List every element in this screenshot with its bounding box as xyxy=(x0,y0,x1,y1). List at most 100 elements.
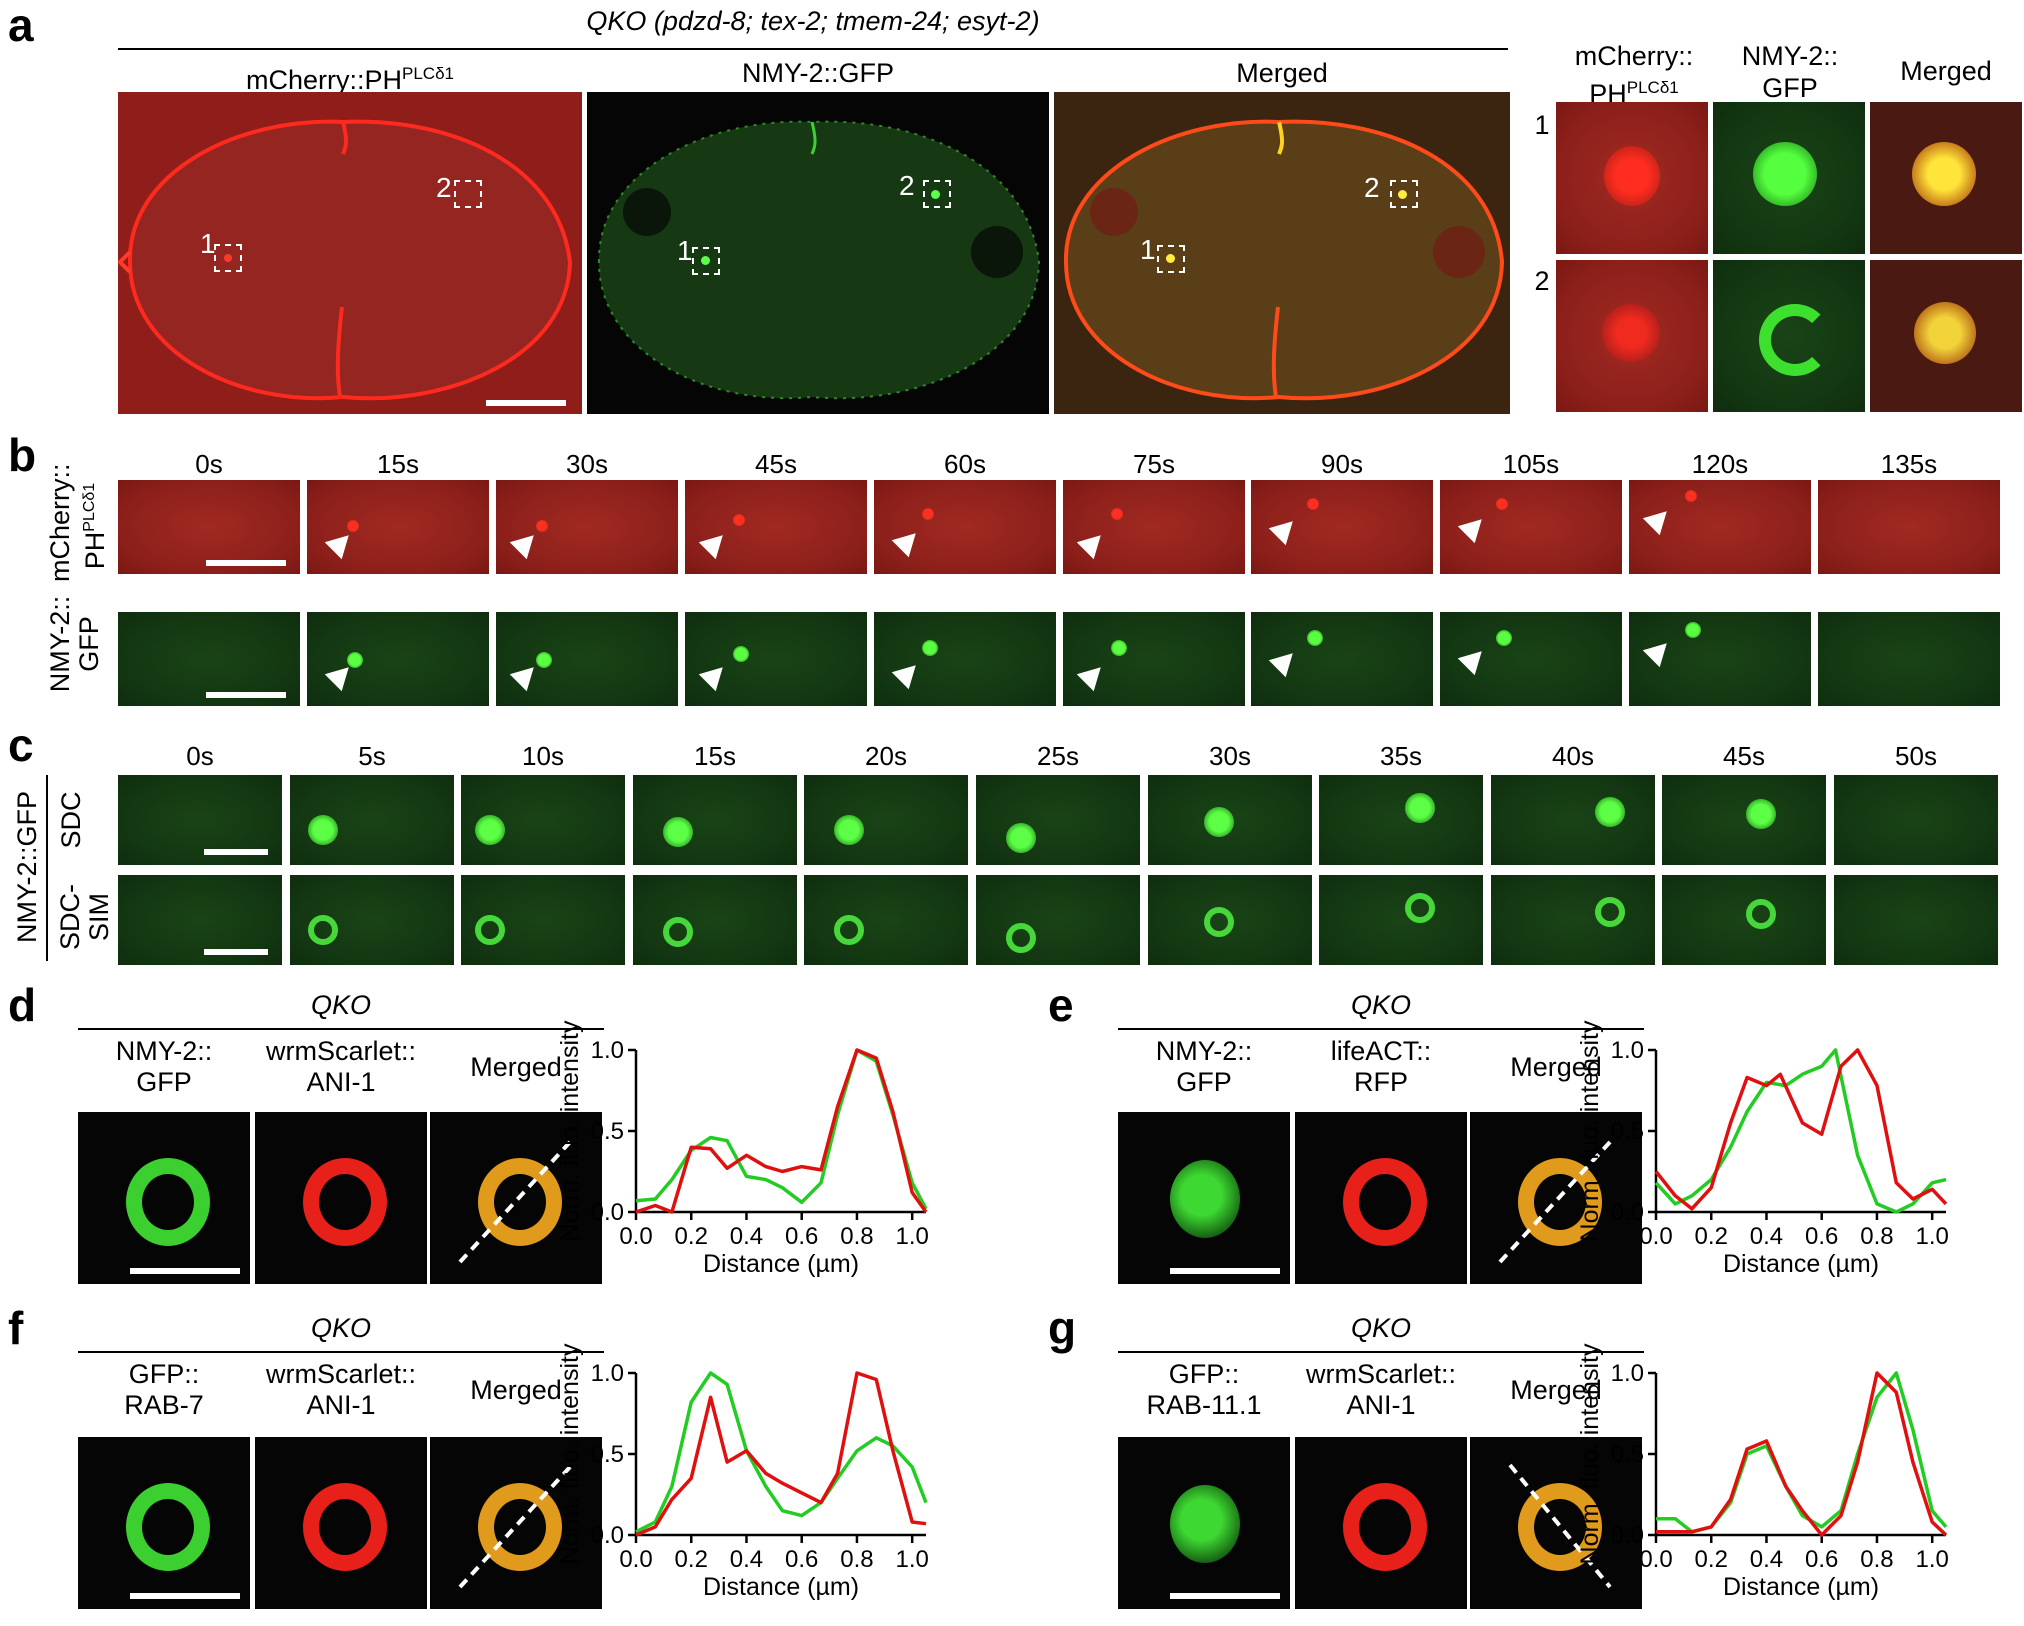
spot xyxy=(536,520,548,532)
panel-c-letter: c xyxy=(8,719,34,771)
roi1-box xyxy=(1157,245,1185,273)
timepoint-label: 75s xyxy=(1133,449,1175,479)
inset-row1-number: 1 xyxy=(1534,110,1550,140)
panel_e-ch1-label: NMY-2:: GFP xyxy=(1155,1036,1253,1097)
frame-sdc xyxy=(1491,775,1655,865)
arrowhead-icon xyxy=(698,526,732,560)
roi2-box xyxy=(923,180,951,208)
roi2-spot-green xyxy=(931,190,940,199)
panel_f-chart: 0.0 0.2 0.4 0.6 0.8 1.0 0.0 0.5 1.0 Distance (µm)… xyxy=(556,1343,929,1601)
panel_g-chart: 0.0 0.2 0.4 0.6 0.8 1.0 0.0 0.5 1.0 Distance (µm)… xyxy=(1576,1343,1949,1601)
panel-a-title: QKO (pdzd-8; tex-2; tmem-24; esyt-2) xyxy=(586,6,1040,36)
frame-red xyxy=(1629,480,1811,574)
arrowhead-icon xyxy=(1457,510,1491,544)
panel_d-letter: d xyxy=(8,979,37,1031)
frame-green xyxy=(496,612,678,706)
roi2-number: 2 xyxy=(899,170,915,201)
panel_f-ch2-label: wrmScarlet:: ANI-1 xyxy=(265,1359,417,1420)
panel_d-rule xyxy=(78,1028,604,1030)
arrowhead-icon xyxy=(891,524,925,558)
frame-sdc xyxy=(461,775,625,865)
arrowhead-icon xyxy=(698,658,732,692)
frame-sdc xyxy=(290,775,454,865)
x-tick-label: 1.0 xyxy=(896,1546,929,1573)
y-tick-label: 0.0 xyxy=(591,1522,624,1549)
embryo-green xyxy=(597,120,1041,400)
frame-sdc xyxy=(1662,775,1826,865)
roi1-spot-green xyxy=(701,256,710,265)
spot xyxy=(1496,630,1512,646)
ring-spot xyxy=(1204,907,1234,937)
frame-red xyxy=(1440,480,1622,574)
frame-sdc xyxy=(1148,775,1312,865)
timepoint-label: 15s xyxy=(694,741,736,771)
embryo-membrane-red xyxy=(118,119,573,401)
y-tick-label: 1.0 xyxy=(591,1037,624,1064)
x-tick-label: 0.6 xyxy=(1805,1546,1838,1573)
y-axis-label: Norm. fluo. intensity xyxy=(556,1343,584,1564)
frame-red xyxy=(118,480,300,574)
scale-bar xyxy=(204,849,268,855)
spot xyxy=(1204,807,1234,837)
x-axis-label: Distance (µm) xyxy=(703,1573,859,1601)
panel_d-ch3-label: Merged xyxy=(470,1052,562,1082)
frame-sim xyxy=(1662,875,1826,965)
timepoint-label: 105s xyxy=(1502,449,1560,479)
timepoint-label: 90s xyxy=(1321,449,1363,479)
timepoint-label: 10s xyxy=(522,741,564,771)
inset-1-green xyxy=(1713,102,1865,254)
frame-sdc xyxy=(1834,775,1998,865)
red-spot xyxy=(1602,304,1660,362)
x-tick-label: 0.0 xyxy=(619,1546,652,1573)
arrowhead-icon xyxy=(1642,502,1676,536)
x-tick-label: 0.2 xyxy=(1695,1546,1728,1573)
line-profile-path xyxy=(1508,1463,1612,1589)
series-line-green xyxy=(635,1371,928,1534)
frame-green xyxy=(1063,612,1245,706)
panel_d-image-red xyxy=(255,1112,427,1284)
scale-bar xyxy=(130,1268,240,1274)
x-tick-label: 0.4 xyxy=(730,1546,763,1573)
timepoint-label: 25s xyxy=(1037,741,1079,771)
panel_d-ch1-label: NMY-2:: GFP xyxy=(115,1036,213,1097)
series-line-red xyxy=(635,1371,927,1537)
panel-a-mcherry-image: 1 2 xyxy=(118,92,582,414)
scale-bar xyxy=(1170,1593,1280,1599)
panel_g-title: QKO xyxy=(1350,1313,1411,1343)
frame-red xyxy=(685,480,867,574)
panel-b-row1-label: mCherry:: PHPLCδ1 xyxy=(45,463,110,582)
red-ring xyxy=(1343,1483,1427,1571)
y-axis-label: Norm. fluo. intensity xyxy=(556,1020,584,1241)
panel-a-rule xyxy=(118,48,1508,50)
frame-green xyxy=(1440,612,1622,706)
frame-green xyxy=(1818,612,2000,706)
panel_d-title: QKO xyxy=(310,990,371,1020)
timepoint-label: 120s xyxy=(1691,449,1749,479)
timepoint-label: 0s xyxy=(186,741,214,771)
panel_e-image-red xyxy=(1295,1112,1467,1284)
x-tick-label: 0.8 xyxy=(840,1546,873,1573)
scale-bar xyxy=(486,400,566,406)
frame-sim xyxy=(290,875,454,965)
arrowhead-icon xyxy=(1268,644,1302,678)
y-tick-label: 0.0 xyxy=(1611,1522,1644,1549)
frame-sim xyxy=(1834,875,1998,965)
timepoint-label: 0s xyxy=(195,449,223,479)
red-ring xyxy=(303,1158,387,1246)
timepoint-label: 50s xyxy=(1895,741,1937,771)
x-tick-label: 0.6 xyxy=(1805,1223,1838,1250)
red-ring xyxy=(303,1483,387,1571)
arrowhead-icon xyxy=(891,656,925,690)
frame-sim xyxy=(1491,875,1655,965)
timepoint-label: 60s xyxy=(944,449,986,479)
x-tick-label: 0.4 xyxy=(1750,1546,1783,1573)
ring-spot xyxy=(308,915,338,945)
green-structure xyxy=(1170,1160,1240,1238)
timepoint-label: 135s xyxy=(1880,449,1938,479)
x-tick-label: 0.4 xyxy=(730,1223,763,1250)
frame-green xyxy=(1251,612,1433,706)
frame-green xyxy=(118,612,300,706)
roi2-number: 2 xyxy=(436,172,452,203)
roi1-number: 1 xyxy=(200,228,216,259)
inset-row2-number: 2 xyxy=(1534,266,1550,296)
